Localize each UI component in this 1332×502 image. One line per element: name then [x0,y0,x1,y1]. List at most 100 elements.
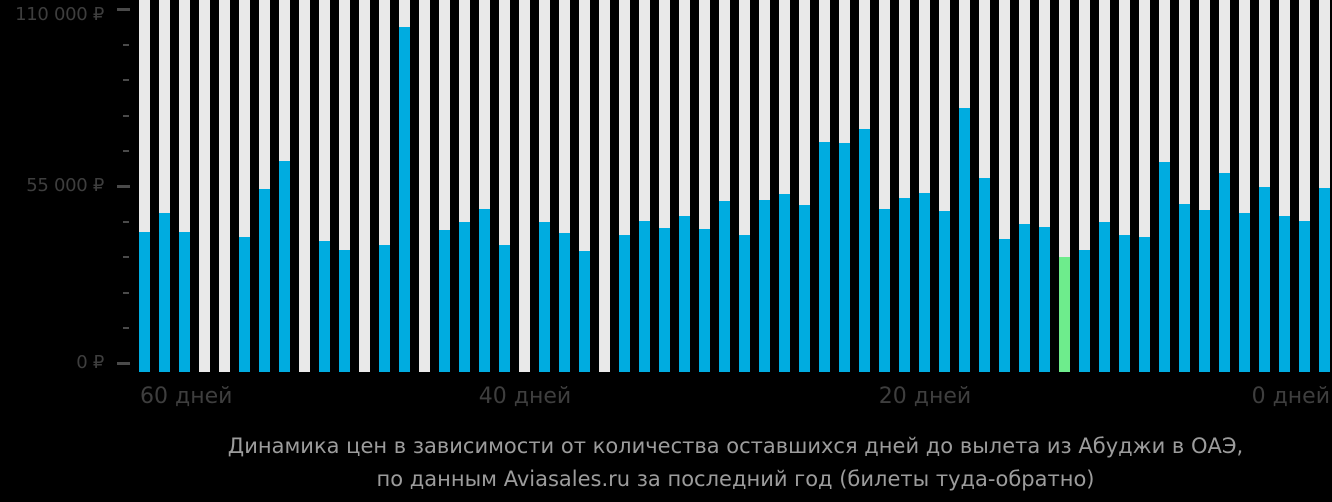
bar-background-track [799,0,810,372]
price-bar-day-8[interactable] [1159,162,1170,372]
price-bar-day-1[interactable] [1299,220,1310,372]
bar-background-track [639,0,650,372]
bar-background-track [559,0,570,372]
no-data-track [199,0,210,372]
bar-background-track [1299,0,1310,372]
price-bar-day-18[interactable] [959,108,970,372]
price-bar-day-12[interactable] [1079,249,1090,372]
price-bar-day-29[interactable] [739,234,750,372]
plot-area [139,0,1332,372]
price-bar-day-59[interactable] [139,231,150,372]
bar-background-track [179,0,190,372]
price-bar-day-20[interactable] [919,192,930,372]
bar-background-track [779,0,790,372]
price-bar-day-42[interactable] [479,208,490,372]
price-bar-day-6[interactable] [1199,209,1210,372]
day-slot-40 [519,0,539,372]
price-bar-day-47[interactable] [379,244,390,372]
price-bar-day-53[interactable] [259,188,270,372]
bar-background-track [259,0,270,372]
day-slot-58 [159,0,179,372]
price-bar-day-52[interactable] [279,161,290,372]
price-bar-day-3[interactable] [1259,186,1270,372]
no-data-track [599,0,610,372]
day-slot-33 [659,0,679,372]
bar-background-track [919,0,930,372]
day-slot-49 [339,0,359,372]
day-slot-45 [419,0,439,372]
bar-background-track [699,0,710,372]
bar-background-track [739,0,750,372]
price-bar-day-15[interactable] [1019,223,1030,372]
price-bar-day-44[interactable] [439,230,450,372]
price-bar-day-7[interactable] [1179,203,1190,372]
x-axis-label-60-days: 60 дней [140,384,233,409]
price-bar-day-9[interactable] [1139,237,1150,372]
price-bar-day-31[interactable] [699,228,710,372]
price-bar-day-25[interactable] [819,142,830,372]
price-bar-day-43[interactable] [459,222,470,372]
no-data-track [519,0,530,372]
price-bar-day-33[interactable] [659,228,670,372]
day-slot-50 [319,0,339,372]
price-bar-day-21[interactable] [899,198,910,372]
price-bar-day-37[interactable] [579,251,590,372]
price-bar-day-34[interactable] [639,220,650,372]
bar-background-track [679,0,690,372]
price-bar-day-39[interactable] [539,222,550,372]
day-slot-57 [179,0,199,372]
price-bar-day-14[interactable] [1039,226,1050,372]
bar-background-track [459,0,470,372]
price-bar-day-50[interactable] [319,241,330,372]
price-bar-day-46[interactable] [399,27,410,372]
day-slot-59 [139,0,159,372]
bar-background-track [999,0,1010,372]
y-axis-minor-tick [123,327,129,330]
price-bar-day-5[interactable] [1219,172,1230,372]
day-slot-7 [1179,0,1199,372]
price-bar-day-17[interactable] [979,178,990,372]
price-bar-day-38[interactable] [559,232,570,372]
day-slot-47 [379,0,399,372]
price-bar-day-57[interactable] [179,232,190,372]
y-axis-major-tick [117,362,130,365]
day-slot-14 [1039,0,1059,372]
price-bar-day-2[interactable] [1279,215,1290,372]
price-bar-day-49[interactable] [339,250,350,372]
price-bar-day-41[interactable] [499,245,510,372]
price-bar-day-30[interactable] [719,201,730,372]
price-bar-day-27[interactable] [779,193,790,372]
day-slot-3 [1259,0,1279,372]
chart-subtitle-line: по данным Aviasales.ru за последний год … [376,467,1095,491]
price-bar-day-0[interactable] [1319,188,1330,372]
chart-subtitle: по данным Aviasales.ru за последний год … [139,467,1332,491]
chart-title: Динамика цен в зависимости от количества… [139,434,1332,458]
price-bar-day-10[interactable] [1119,234,1130,372]
price-bar-day-24[interactable] [839,143,850,372]
price-bar-day-54[interactable] [239,237,250,372]
price-bar-day-28[interactable] [759,199,770,372]
day-slot-56 [199,0,219,372]
day-slot-41 [499,0,519,372]
price-bar-day-58[interactable] [159,212,170,372]
price-bar-day-22[interactable] [879,209,890,372]
price-bar-day-32[interactable] [679,215,690,372]
price-bar-day-35[interactable] [619,235,630,372]
price-bar-day-4[interactable] [1239,212,1250,372]
price-bar-day-26[interactable] [799,204,810,372]
y-axis-minor-tick [123,79,129,82]
price-bar-day-16[interactable] [999,239,1010,372]
min-price-bar-day-13[interactable] [1059,257,1070,372]
day-slot-8 [1159,0,1179,372]
day-slot-4 [1239,0,1259,372]
price-bar-day-19[interactable] [939,211,950,372]
price-bar-day-23[interactable] [859,128,870,372]
bar-background-track [159,0,170,372]
day-slot-48 [359,0,379,372]
price-bar-day-11[interactable] [1099,221,1110,372]
day-slot-18 [959,0,979,372]
day-slot-38 [559,0,579,372]
bar-background-track [759,0,770,372]
day-slot-17 [979,0,999,372]
